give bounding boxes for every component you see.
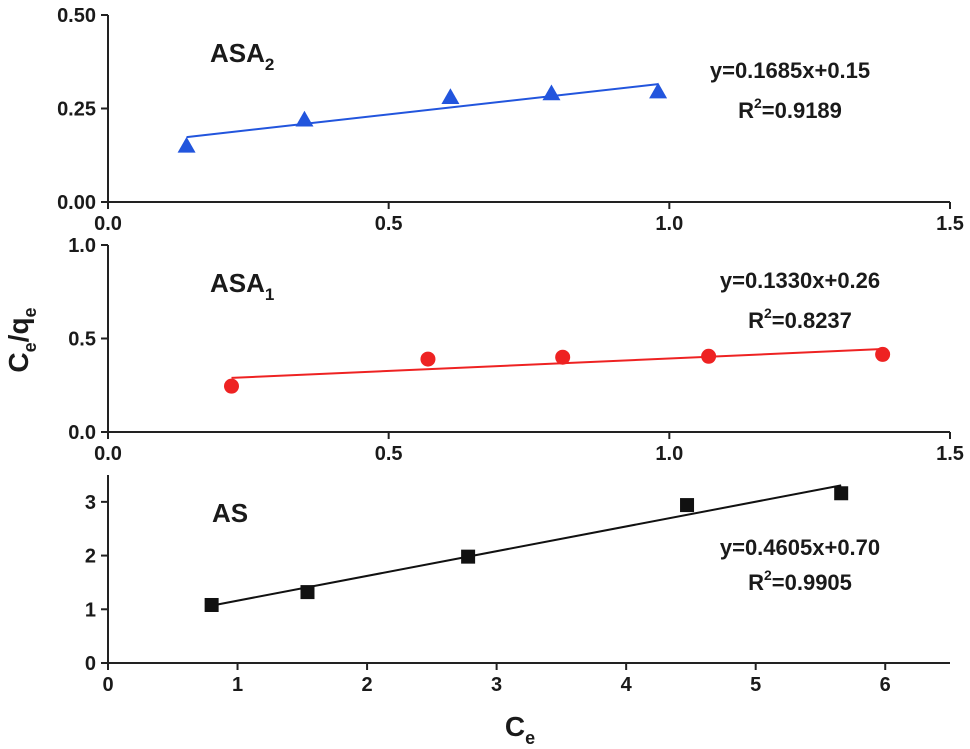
data-point-circle [223, 378, 239, 394]
data-point-circle [555, 349, 571, 365]
x-tick-label: 1.5 [936, 443, 964, 465]
x-tick-label: 0.5 [375, 213, 403, 235]
r-squared: R2=0.9905 [748, 567, 852, 595]
fit-line [211, 484, 842, 607]
fit-line [231, 348, 883, 379]
x-tick-label: 6 [880, 674, 891, 696]
panel-label: ASA2 [210, 38, 274, 74]
data-point-triangle [177, 136, 196, 153]
x-tick-label: 1.0 [655, 213, 683, 235]
panel-label: ASA1 [210, 268, 274, 304]
x-tick-label: 1.5 [936, 213, 964, 235]
y-tick-label: 0 [85, 653, 96, 675]
y-tick-label: 2 [85, 546, 96, 568]
data-point-square [680, 498, 695, 513]
x-tick-label: 0.0 [94, 443, 122, 465]
data-point-square [834, 486, 849, 501]
fit-equation: y=0.1330x+0.26 [720, 268, 880, 293]
x-tick-label: 0.0 [94, 213, 122, 235]
y-tick-label: 0.5 [68, 329, 96, 351]
y-tick-label: 0.25 [57, 99, 96, 121]
data-point-triangle [295, 110, 314, 127]
x-tick-label: 2 [362, 674, 373, 696]
data-point-circle [701, 348, 717, 364]
data-point-triangle [649, 82, 668, 99]
x-tick-label: 1 [232, 674, 243, 696]
data-point-circle [875, 346, 891, 362]
x-tick-label: 5 [750, 674, 761, 696]
data-point-square [461, 549, 476, 564]
fit-equation: y=0.1685x+0.15 [710, 58, 870, 83]
panel-1: 0.0 0.5 1.0 1.5 0.0 0.5 1.0 ASA1 y=0.1330x+0.26 R… [68, 235, 964, 465]
data-point-square [204, 597, 219, 612]
y-tick-label: 0.50 [57, 5, 96, 27]
fit-equation: y=0.4605x+0.70 [720, 535, 880, 560]
data-point-square [300, 585, 315, 600]
x-axis-title: Ce [505, 711, 535, 748]
x-tick-label: 0.5 [375, 443, 403, 465]
y-axis-title: Ce/qe [3, 307, 40, 372]
fit-line [186, 83, 659, 139]
panel-label: AS [212, 498, 248, 528]
r-squared: R2=0.9189 [738, 95, 842, 123]
y-tick-label: 0.00 [57, 192, 96, 214]
data-point-triangle [441, 88, 460, 105]
panel-2: 0 1 2 3 4 5 6 0 1 2 3 AS y=0.4605x+0.70 R2=0.9905 [85, 475, 950, 696]
panel-0: 0.0 0.5 1.0 1.5 0.00 0.25 0.50 ASA2 y=0.1685x+0.… [57, 5, 964, 235]
y-tick-label: 1.0 [68, 235, 96, 257]
x-tick-label: 1.0 [655, 443, 683, 465]
y-tick-label: 3 [85, 492, 96, 514]
data-point-circle [420, 351, 436, 367]
y-tick-label: 1 [85, 599, 96, 621]
data-point-triangle [542, 84, 561, 101]
r-squared: R2=0.8237 [748, 305, 852, 333]
x-tick-label: 4 [621, 674, 633, 696]
y-tick-label: 0.0 [68, 422, 96, 444]
x-tick-label: 3 [491, 674, 502, 696]
x-tick-label: 0 [102, 674, 113, 696]
